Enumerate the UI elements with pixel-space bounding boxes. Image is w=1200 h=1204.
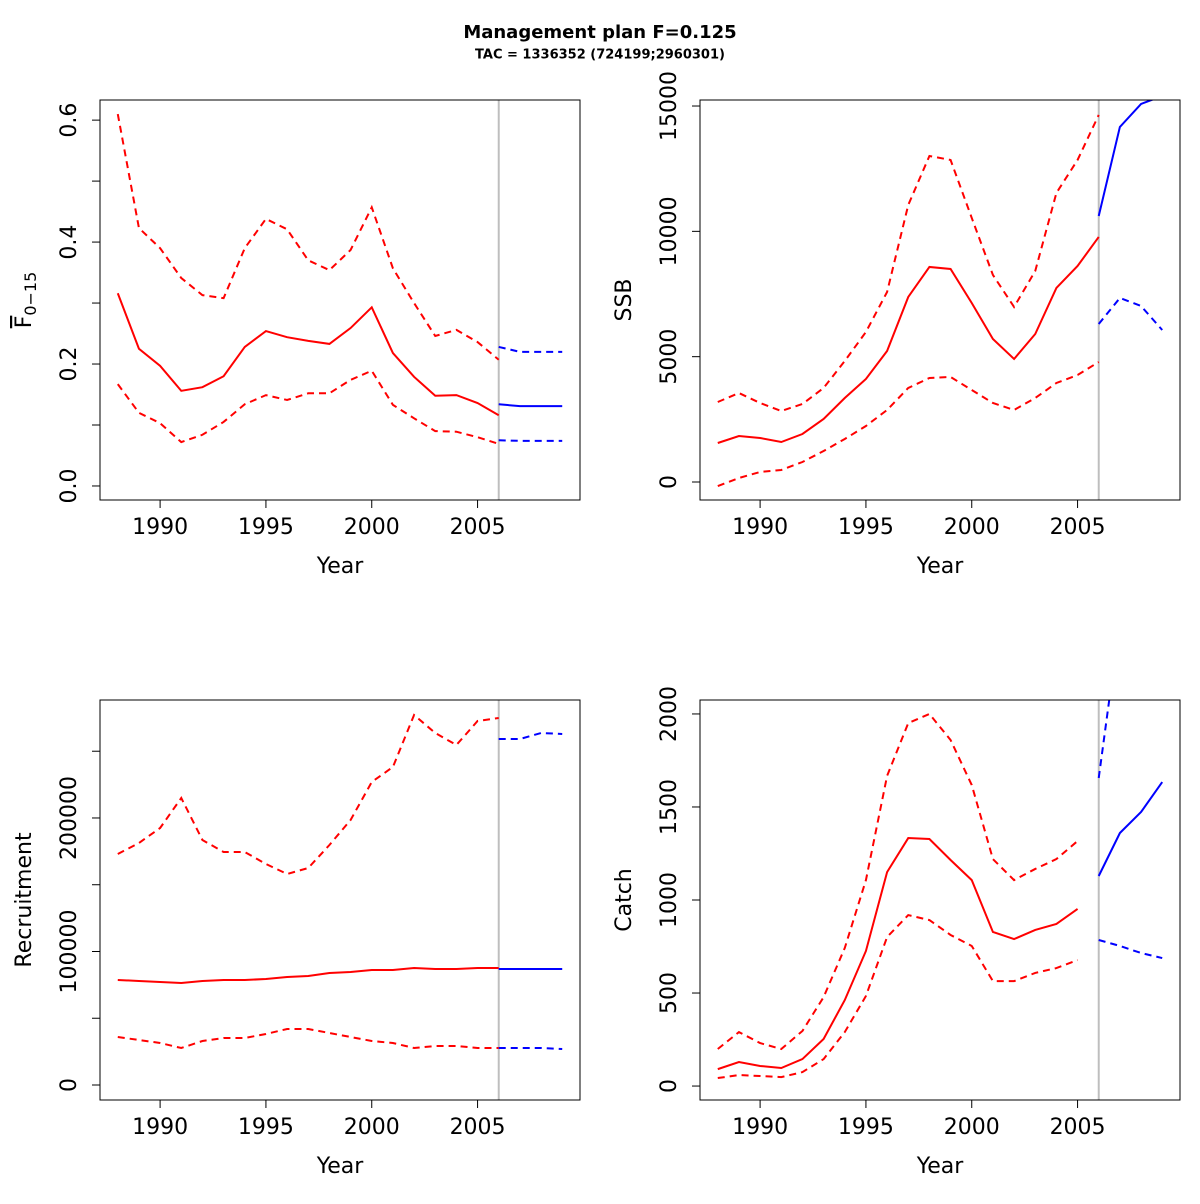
x-tick-label: 2005: [1050, 1115, 1106, 1140]
x-axis-label: Year: [316, 554, 365, 579]
x-tick-label: 2000: [944, 515, 1000, 540]
plot-area: [717, 700, 1164, 1100]
series-line: [116, 292, 500, 417]
y-tick-label: 10000: [657, 196, 682, 266]
y-tick-label: 0.2: [57, 347, 82, 382]
series-line: [498, 439, 563, 442]
y-tick-label: 5000: [657, 329, 682, 385]
series-line: [117, 713, 499, 876]
x-tick-label: 2000: [344, 515, 400, 540]
y-axis-label: F0−15: [12, 272, 40, 329]
y-axis-label-main: SSB: [612, 278, 637, 321]
x-tick-label: 2005: [450, 515, 506, 540]
series-line: [117, 1028, 499, 1050]
series-line: [498, 1047, 563, 1050]
x-tick-label: 1995: [238, 515, 294, 540]
series-line: [1097, 700, 1111, 779]
x-tick-label: 1990: [732, 515, 788, 540]
series-line: [717, 712, 1079, 1051]
series-line: [1097, 781, 1164, 877]
x-tick-label: 2000: [944, 1115, 1000, 1140]
series-line: [498, 403, 563, 408]
y-tick-label: 2000: [657, 686, 682, 742]
y-axis-label-main: F: [12, 316, 37, 329]
plot-box: [699, 699, 1181, 1101]
y-tick-label: 500: [657, 972, 682, 1014]
series-line: [117, 966, 499, 985]
x-tick-label: 2005: [450, 1115, 506, 1140]
series-line: [717, 837, 1079, 1071]
series-line: [1097, 100, 1155, 217]
series-line: [1098, 939, 1163, 960]
figure-title: Management plan F=0.125: [463, 22, 736, 43]
x-tick-label: 1990: [732, 1115, 788, 1140]
x-tick-label: 1995: [238, 1115, 294, 1140]
x-tick-label: 1995: [838, 515, 894, 540]
y-tick-label: 200000: [57, 776, 82, 860]
x-tick-label: 2000: [344, 1115, 400, 1140]
series-line: [717, 236, 1100, 444]
x-axis-label: Year: [916, 1154, 965, 1179]
y-tick-label: 0: [657, 475, 682, 489]
x-tick-label: 1990: [132, 515, 188, 540]
y-axis-label-main: Catch: [612, 868, 637, 932]
plot-area: [116, 100, 563, 500]
y-tick-label: 100000: [57, 909, 82, 993]
series-line: [116, 113, 500, 361]
y-tick-label: 0.4: [57, 225, 82, 260]
series-line: [116, 369, 500, 445]
series-line: [717, 114, 1100, 413]
x-tick-label: 1990: [132, 1115, 188, 1140]
plot-area: [717, 100, 1163, 500]
y-tick-label: 0: [657, 1079, 682, 1093]
x-axis-label: Year: [316, 1154, 365, 1179]
y-tick-label: 1500: [657, 779, 682, 835]
y-axis-label-sub: 0−15: [21, 272, 40, 316]
y-tick-label: 1000: [657, 872, 682, 928]
y-tick-label: 0.6: [57, 103, 82, 138]
series-line: [717, 361, 1100, 487]
plot-box: [99, 699, 581, 1101]
y-tick-label: 0.0: [57, 468, 82, 503]
y-axis-label: Recruitment: [12, 832, 37, 968]
y-axis-label: Catch: [612, 868, 637, 932]
series-line: [498, 345, 563, 353]
x-tick-label: 1995: [838, 1115, 894, 1140]
x-axis-label: Year: [916, 554, 965, 579]
y-axis-label: SSB: [612, 278, 637, 321]
plot-area: [117, 700, 563, 1100]
figure-subtitle: TAC = 1336352 (724199;2960301): [475, 48, 725, 63]
y-tick-label: 0: [57, 1078, 82, 1092]
series-line: [717, 913, 1078, 1080]
y-tick-label: 15000: [657, 71, 682, 141]
series-line: [498, 731, 563, 740]
plot-box: [99, 99, 581, 501]
y-axis-label-main: Recruitment: [12, 832, 37, 968]
x-tick-label: 2005: [1050, 515, 1106, 540]
series-line: [1097, 296, 1163, 331]
